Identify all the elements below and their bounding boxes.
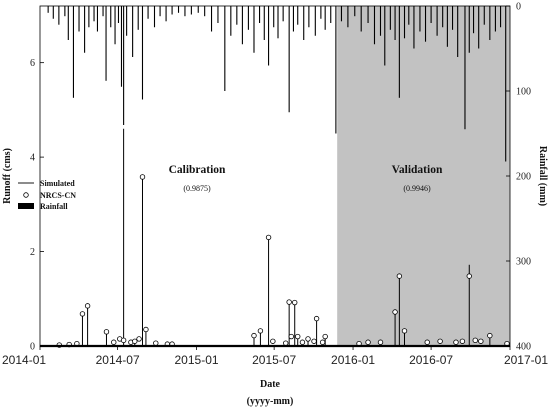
period-shading-layer bbox=[337, 6, 510, 346]
validation-label: Validation bbox=[392, 164, 443, 176]
nrcs-cn-point-39 bbox=[437, 338, 443, 344]
nrcs-cn-point-45 bbox=[487, 332, 493, 339]
x-tick-label-3: 2015-07 bbox=[252, 353, 296, 367]
nrcs-cn-point-21 bbox=[283, 340, 289, 346]
nrcs-cn-point-29 bbox=[313, 315, 320, 322]
nrcs-cn-point-30 bbox=[319, 339, 326, 345]
nrcs-cn-point-25 bbox=[295, 333, 301, 340]
left-tick-label-3: 6 bbox=[30, 58, 35, 69]
nrcs-cn-point-6 bbox=[111, 339, 117, 345]
nrcs-cn-point-36 bbox=[396, 273, 403, 279]
nrcs-cn-point-38 bbox=[424, 339, 430, 345]
nrcs-cn-point-5 bbox=[103, 329, 110, 335]
legend-rainfall-swatch bbox=[18, 203, 34, 209]
legend-rainfall-label: Rainfall bbox=[40, 202, 68, 211]
legend-nrcs-cn-swatch bbox=[23, 192, 29, 198]
nrcs-cn-point-13 bbox=[143, 326, 149, 333]
nrcs-cn-point-27 bbox=[305, 336, 311, 342]
left-axis-ticks: 0 2 4 6 bbox=[30, 58, 44, 353]
calibration-label: Calibration bbox=[169, 164, 226, 176]
nrcs-cn-point-20 bbox=[270, 338, 276, 344]
right-tick-label-0: 0 bbox=[516, 2, 521, 13]
legend: Simulated NRCS-CN Rainfall bbox=[18, 179, 76, 211]
nrcs-cn-point-11 bbox=[136, 336, 142, 342]
validation-nse: (0.9946) bbox=[403, 184, 431, 193]
right-axis-title: Rainfall (mm) bbox=[537, 146, 548, 206]
left-tick-label-2: 4 bbox=[30, 153, 35, 164]
right-axis-ticks: 0 100 200 300 400 bbox=[506, 2, 531, 353]
legend-nrcs-cn-label: NRCS-CN bbox=[40, 191, 76, 200]
nrcs-cn-point-26 bbox=[299, 339, 306, 345]
nrcs-cn-series-layer bbox=[56, 174, 510, 348]
nrcs-cn-point-43 bbox=[472, 337, 478, 344]
nrcs-cn-point-28 bbox=[311, 338, 317, 344]
nrcs-cn-point-34 bbox=[377, 339, 384, 345]
nrcs-cn-point-3 bbox=[79, 311, 86, 317]
calibration-nse: (0.9875) bbox=[183, 184, 211, 193]
legend-simulated-label: Simulated bbox=[40, 179, 75, 188]
nrcs-cn-point-37 bbox=[401, 328, 408, 334]
left-axis-title: Runoff (cms) bbox=[2, 148, 13, 204]
right-tick-label-2: 200 bbox=[516, 172, 531, 183]
nrcs-cn-point-41 bbox=[459, 338, 466, 344]
right-tick-label-3: 300 bbox=[516, 257, 531, 268]
nrcs-cn-point-17 bbox=[251, 332, 257, 339]
nrcs-cn-point-4 bbox=[84, 303, 91, 309]
nrcs-cn-point-19 bbox=[265, 234, 272, 241]
x-axis-title: Date bbox=[260, 379, 281, 390]
nrcs-cn-point-24 bbox=[292, 299, 298, 306]
x-tick-label-6: 2017-01 bbox=[504, 353, 548, 367]
nrcs-cn-point-40 bbox=[453, 339, 459, 345]
nrcs-cn-point-10 bbox=[132, 338, 138, 344]
right-tick-label-4: 400 bbox=[516, 342, 531, 353]
nrcs-cn-point-35 bbox=[392, 309, 398, 315]
left-tick-label-0: 0 bbox=[30, 342, 35, 353]
period-shading-1 bbox=[337, 6, 510, 346]
nrcs-cn-point-44 bbox=[478, 338, 484, 344]
nrcs-cn-point-42 bbox=[466, 273, 472, 279]
rainfall-bars-layer bbox=[47, 6, 507, 162]
right-tick-label-1: 100 bbox=[516, 87, 531, 98]
nrcs-cn-point-22 bbox=[286, 299, 292, 305]
x-tick-label-4: 2016-01 bbox=[331, 353, 375, 367]
nrcs-cn-point-33 bbox=[365, 339, 371, 345]
x-tick-label-1: 2014-07 bbox=[96, 353, 140, 367]
x-tick-label-5: 2016-07 bbox=[409, 353, 453, 367]
left-tick-label-1: 2 bbox=[30, 247, 35, 258]
x-axis-ticks: 2014-01 2014-07 2015-01 2015-07 2016-01 2016-… bbox=[2, 346, 548, 367]
nrcs-cn-point-31 bbox=[322, 333, 328, 340]
x-axis-unit-label: (yyyy-mm) bbox=[247, 396, 294, 407]
nrcs-cn-point-14 bbox=[153, 340, 159, 346]
x-tick-label-0: 2014-01 bbox=[2, 353, 46, 367]
x-tick-label-2: 2015-01 bbox=[175, 353, 219, 367]
nrcs-cn-point-12 bbox=[139, 174, 146, 180]
nrcs-cn-point-18 bbox=[257, 328, 264, 334]
nrcs-cn-point-23 bbox=[288, 333, 294, 340]
nrcs-cn-point-8 bbox=[120, 337, 127, 344]
